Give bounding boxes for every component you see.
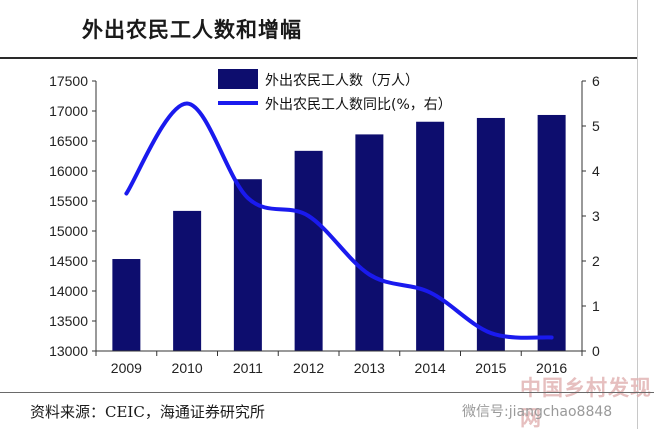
y-left-tick-label: 15000: [49, 223, 88, 239]
bar-2016: [538, 115, 566, 351]
bar-2013: [355, 134, 383, 351]
y-left-tick-label: 14000: [49, 283, 88, 299]
y-left-tick-label: 13500: [49, 313, 88, 329]
legend-label-bar: 外出农民工人数（万人）: [265, 73, 419, 89]
y-left-tick-label: 16000: [49, 163, 88, 179]
x-tick-label-2011: 2011: [233, 360, 263, 376]
y-right-tick-label: 5: [592, 118, 600, 134]
y-right-tick-label: 2: [592, 253, 600, 269]
y-left-tick-label: 14500: [49, 253, 88, 269]
y-left-tick-label: 17000: [49, 103, 88, 119]
y-right-tick-label: 4: [592, 163, 600, 179]
legend: 外出农民工人数（万人） 外出农民工人数同比(%，右）: [218, 69, 452, 113]
x-tick-label-2009: 2009: [111, 360, 142, 376]
y-right-tick-label: 3: [592, 208, 600, 224]
bar-2010: [173, 211, 201, 351]
x-tick-label-2010: 2010: [172, 360, 203, 376]
x-tick-label-2012: 2012: [293, 360, 324, 376]
source-note: 资料来源：CEIC，海通证券研究所: [30, 401, 265, 422]
x-tick-label-2015: 2015: [475, 360, 506, 376]
bar-2015: [477, 118, 505, 351]
y-right-tick-label: 6: [592, 73, 600, 89]
bar-2014: [416, 122, 444, 351]
footer-divider: [0, 392, 654, 393]
y-right-tick-label: 0: [592, 343, 600, 359]
wechat-watermark: 微信号:jiangchao8848: [462, 401, 612, 421]
bar-2009: [112, 259, 140, 351]
y-right-tick-label: 1: [592, 298, 600, 314]
y-left-tick-label: 16500: [49, 133, 88, 149]
bar-series: [112, 115, 565, 351]
x-tick-label-2013: 2013: [354, 360, 385, 376]
y-left-tick-label: 17500: [49, 73, 88, 89]
legend-swatch-bar: [218, 69, 258, 89]
y-left-tick-label: 13000: [49, 343, 88, 359]
legend-label-line: 外出农民工人数同比(%，右）: [265, 97, 452, 113]
y-left-tick-label: 15500: [49, 193, 88, 209]
bar-2012: [295, 151, 323, 351]
x-tick-label-2014: 2014: [415, 360, 446, 376]
